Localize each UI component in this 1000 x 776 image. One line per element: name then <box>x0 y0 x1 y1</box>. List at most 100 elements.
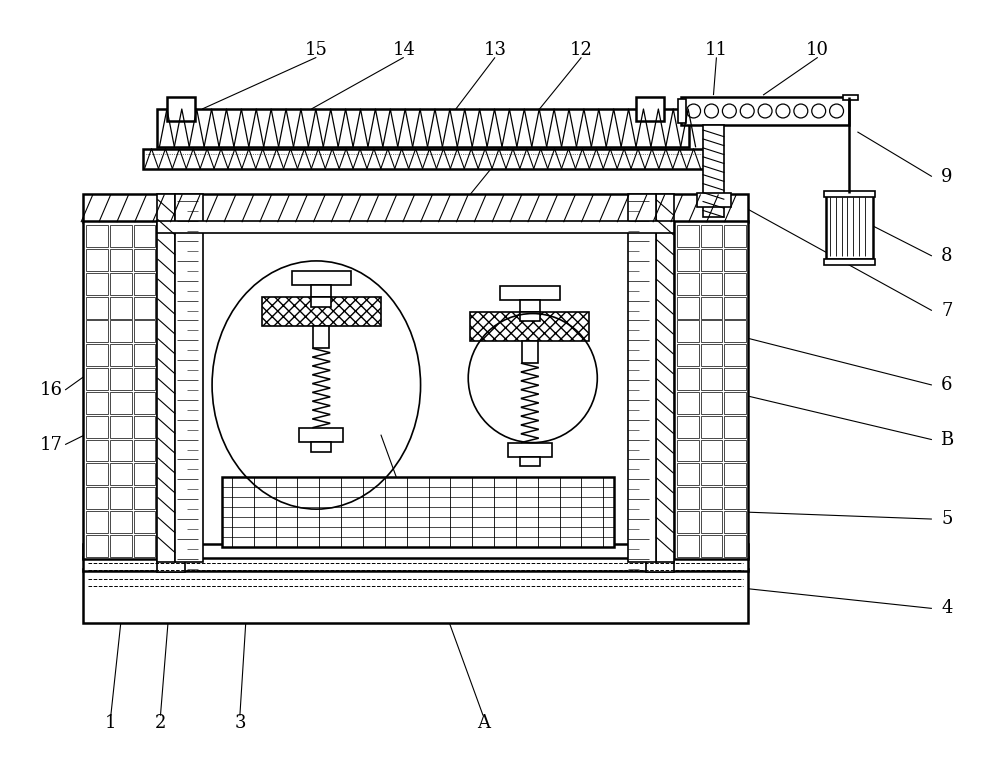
Bar <box>701 345 722 366</box>
Bar <box>701 511 722 533</box>
Bar <box>86 487 108 509</box>
Text: 5: 5 <box>941 510 952 528</box>
Text: 6: 6 <box>941 376 953 394</box>
Bar <box>134 320 155 342</box>
Bar <box>520 311 540 321</box>
Bar <box>724 345 746 366</box>
Text: 2: 2 <box>155 714 166 732</box>
Bar <box>500 286 560 300</box>
Bar <box>677 392 699 414</box>
Text: 3: 3 <box>234 714 246 732</box>
Text: 13: 13 <box>484 41 507 60</box>
Bar <box>143 149 704 168</box>
Bar <box>157 195 175 562</box>
Bar <box>678 99 686 123</box>
Bar <box>628 195 656 562</box>
Bar <box>134 368 155 390</box>
Text: 17: 17 <box>40 435 63 454</box>
Bar <box>299 428 343 442</box>
Bar <box>311 296 331 307</box>
Bar <box>134 535 155 557</box>
Bar <box>157 556 185 572</box>
Bar <box>110 392 132 414</box>
Bar <box>311 442 331 452</box>
Bar <box>636 97 664 121</box>
Bar <box>134 487 155 509</box>
Bar <box>843 95 858 100</box>
Bar <box>110 273 132 295</box>
Text: 7: 7 <box>941 302 952 320</box>
Text: 1: 1 <box>105 714 117 732</box>
Bar <box>724 487 746 509</box>
Bar <box>134 416 155 438</box>
Bar <box>83 221 157 559</box>
Bar <box>701 225 722 247</box>
Bar <box>86 392 108 414</box>
Bar <box>83 544 748 558</box>
Bar <box>677 368 699 390</box>
Bar <box>83 557 748 570</box>
Bar <box>470 311 589 341</box>
Bar <box>701 296 722 318</box>
Bar <box>677 249 699 271</box>
Bar <box>724 440 746 462</box>
Bar <box>86 416 108 438</box>
Bar <box>311 285 331 296</box>
Bar <box>656 195 674 562</box>
Bar <box>86 345 108 366</box>
Bar <box>83 195 748 222</box>
Bar <box>724 296 746 318</box>
Text: 4: 4 <box>941 599 952 618</box>
Text: 11: 11 <box>705 41 728 60</box>
Bar <box>701 273 722 295</box>
Bar <box>724 320 746 342</box>
Bar <box>508 442 552 456</box>
Bar <box>222 477 614 547</box>
Bar <box>724 535 746 557</box>
Bar <box>134 296 155 318</box>
Bar <box>86 225 108 247</box>
Bar <box>157 221 674 233</box>
Bar <box>167 97 195 121</box>
Bar <box>677 320 699 342</box>
Bar <box>292 271 351 285</box>
Bar <box>110 296 132 318</box>
Bar <box>724 225 746 247</box>
Bar <box>681 97 849 125</box>
Bar <box>724 463 746 485</box>
Bar <box>110 225 132 247</box>
Bar <box>262 296 381 327</box>
Text: A: A <box>477 714 490 732</box>
Bar <box>134 463 155 485</box>
Bar <box>110 320 132 342</box>
Bar <box>843 193 858 199</box>
Bar <box>110 440 132 462</box>
Bar <box>83 569 748 623</box>
Bar <box>724 273 746 295</box>
Bar <box>313 327 329 348</box>
Bar <box>134 345 155 366</box>
Bar <box>701 368 722 390</box>
Bar <box>86 320 108 342</box>
Bar <box>701 249 722 271</box>
Bar <box>677 535 699 557</box>
Bar <box>110 535 132 557</box>
Bar <box>86 463 108 485</box>
Text: 16: 16 <box>40 381 63 399</box>
Bar <box>703 125 724 217</box>
Bar <box>134 225 155 247</box>
Bar <box>724 249 746 271</box>
Bar <box>697 193 731 207</box>
Bar <box>110 368 132 390</box>
Bar <box>110 345 132 366</box>
Bar <box>677 296 699 318</box>
Bar <box>175 195 203 562</box>
Bar <box>110 416 132 438</box>
Bar <box>677 225 699 247</box>
Bar <box>646 556 674 572</box>
Bar <box>86 249 108 271</box>
Text: 12: 12 <box>570 41 593 60</box>
Bar <box>86 535 108 557</box>
Bar <box>701 463 722 485</box>
Text: B: B <box>940 431 953 449</box>
